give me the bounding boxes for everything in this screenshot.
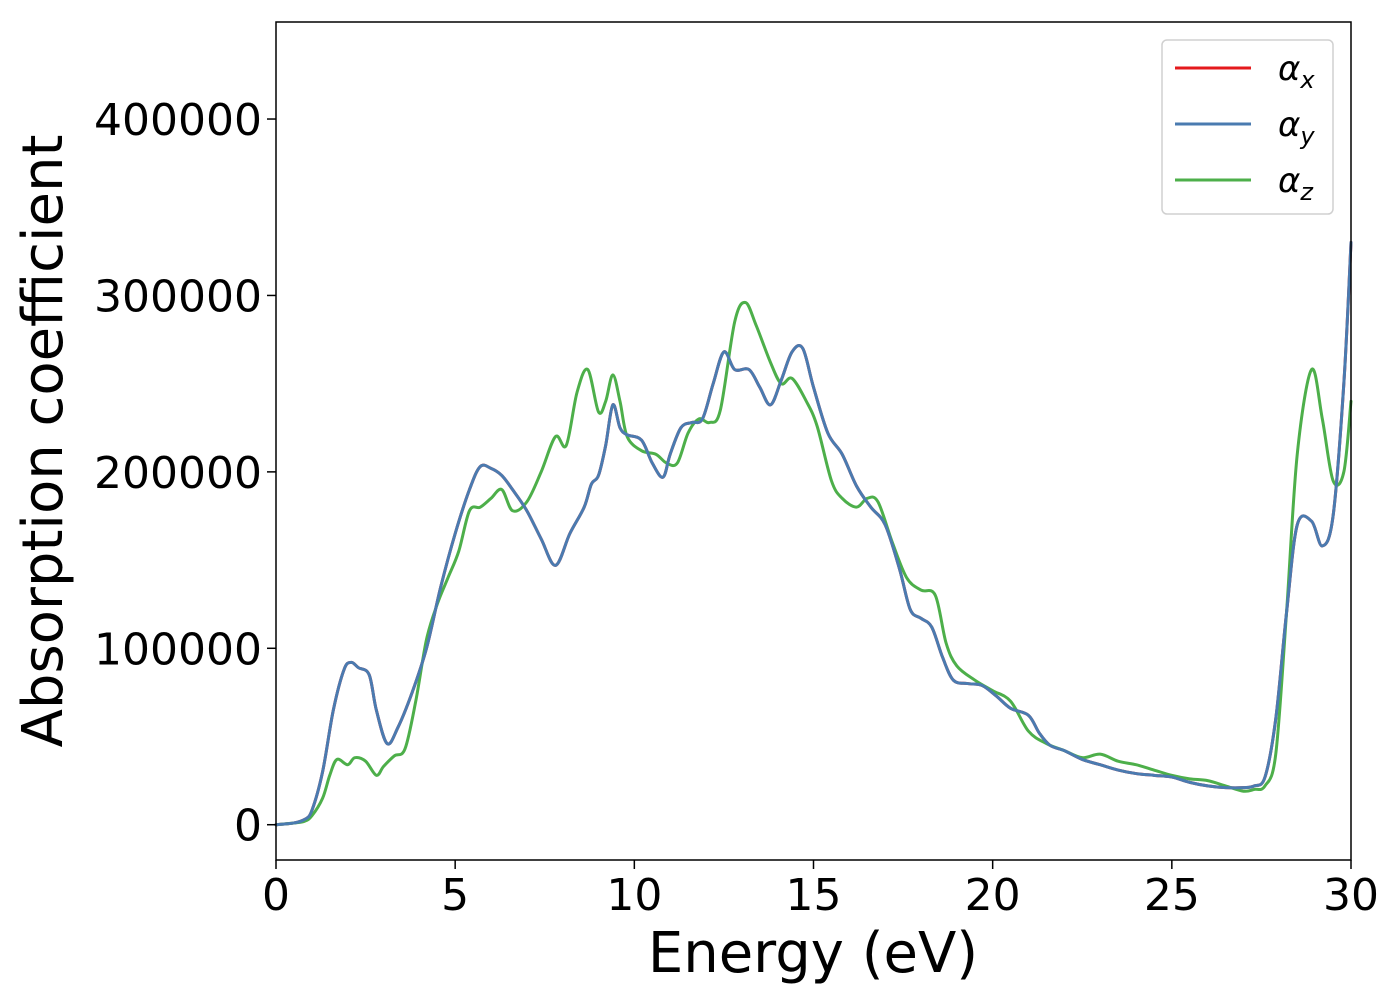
y-tick-label: 400000	[94, 95, 262, 146]
y-axis-title: Absorption coefficient	[11, 135, 76, 748]
x-tick-label: 30	[1323, 870, 1379, 921]
x-tick-label: 15	[786, 870, 842, 921]
legend: αx αy αz	[1161, 39, 1334, 215]
x-tick-label: 10	[606, 870, 662, 921]
legend-label-z: αz	[1278, 161, 1314, 206]
series-line-y	[274, 241, 1353, 827]
x-tick-label: 20	[965, 870, 1021, 921]
legend-label-y: αy	[1278, 105, 1315, 150]
y-tick-label: 300000	[94, 271, 262, 322]
y-axis-ticks: 0 100000 200000 300000 400000	[94, 95, 276, 852]
x-axis-ticks: 0 5 10 15 20 25 30	[262, 860, 1379, 921]
x-tick-label: 25	[1144, 870, 1200, 921]
series-lines	[274, 241, 1353, 827]
x-tick-label: 0	[262, 870, 290, 921]
x-tick-label: 5	[441, 870, 469, 921]
y-tick-label: 200000	[94, 448, 262, 499]
x-axis-title: Energy (eV)	[648, 921, 978, 986]
y-tick-label: 0	[234, 801, 262, 852]
y-tick-label: 100000	[94, 624, 262, 675]
legend-box	[1161, 39, 1334, 215]
legend-label-x: αx	[1278, 49, 1315, 94]
